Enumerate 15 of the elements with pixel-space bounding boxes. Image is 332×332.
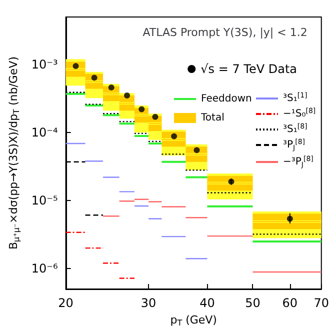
legend-label: √s = 7 TeV Data — [200, 62, 298, 76]
x-tick-label: 30 — [140, 296, 156, 310]
x-tick-label: 60 — [282, 296, 298, 310]
y-tick-label: 10⁻³ — [31, 58, 58, 72]
x-tick-label: 70 — [314, 296, 330, 310]
y-tick-label: 10⁻⁴ — [31, 126, 58, 140]
y-tick-label: 10⁻⁶ — [31, 262, 58, 276]
text: ATLAS Prompt Υ(3S), |y| < 1.2 — [142, 26, 308, 39]
y-axis-title: Bμ⁺μ⁻×dσ(pp→Υ(3S)X)/dpT (nb/GeV) — [7, 56, 21, 250]
legend-label: Total — [200, 112, 224, 124]
x-tick-label: 40 — [200, 296, 215, 310]
x-tick-label: 50 — [245, 296, 260, 310]
x-tick-label: 20 — [58, 296, 74, 310]
legend-label: Feeddown — [201, 94, 252, 104]
y-tick-label: 10⁻⁵ — [31, 194, 58, 208]
